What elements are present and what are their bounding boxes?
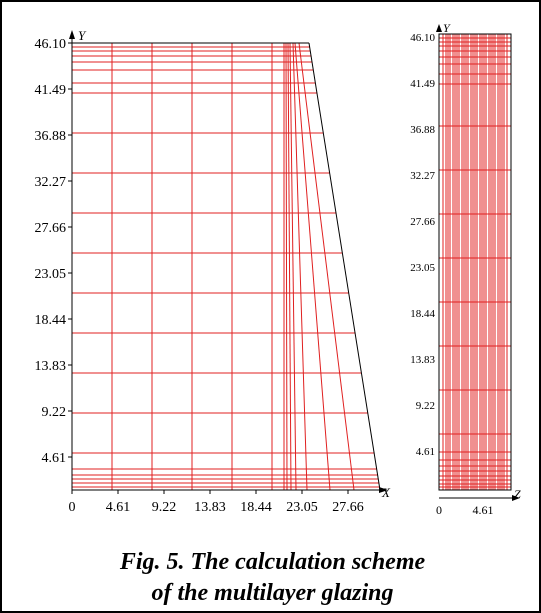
y-tick-label: 32.27 <box>35 175 67 190</box>
x-tick-label: 23.05 <box>286 500 318 515</box>
y-tick-label: 18.44 <box>35 313 67 328</box>
y-tick-label: 46.10 <box>410 32 435 44</box>
mesh-line <box>298 42 355 491</box>
left-x-ticks: 0 4.61 9.22 13.83 18.44 23.05 27.66 <box>69 490 364 515</box>
caption-line-2: of the multilayer glazing <box>151 580 394 606</box>
y-tick-label: 36.88 <box>410 124 435 136</box>
y-tick-label: 4.61 <box>42 451 67 466</box>
y-tick-label: 46.10 <box>35 37 67 52</box>
right-mesh <box>439 34 511 490</box>
y-tick-label: 18.44 <box>410 308 435 320</box>
y-tick-label: 9.22 <box>416 400 435 412</box>
left-y-axis-label: Y <box>78 28 87 43</box>
mesh-line <box>292 42 308 491</box>
right-y-arrow-icon <box>436 24 442 32</box>
y-tick-label: 41.49 <box>35 83 67 98</box>
left-x-arrow-icon <box>379 487 388 493</box>
y-tick-label: 27.66 <box>35 221 67 236</box>
y-tick-label: 9.22 <box>42 405 67 420</box>
y-tick-label: 32.27 <box>410 170 435 182</box>
mesh-line <box>285 42 288 491</box>
x-tick-label: 4.61 <box>106 500 131 515</box>
y-tick-label: 13.83 <box>35 359 67 374</box>
right-outline <box>438 33 512 491</box>
y-tick-label: 23.05 <box>35 267 67 282</box>
y-tick-label: 41.49 <box>410 78 435 90</box>
calculation-scheme: Y X 46.10 41.49 36.88 32.27 27.66 23.05 18.44 1… <box>35 21 522 517</box>
mesh-line <box>289 42 297 491</box>
right-z-arrow-icon <box>512 495 520 501</box>
right-z-axis-label: Z <box>514 487 521 501</box>
x-tick-label: 13.83 <box>194 500 226 515</box>
left-view: Y X 46.10 41.49 36.88 32.27 27.66 23.05 18.44 1… <box>35 28 392 515</box>
z-tick-label: 4.61 <box>473 503 494 517</box>
y-tick-label: 36.88 <box>35 129 67 144</box>
y-tick-label: 13.83 <box>410 354 435 366</box>
x-tick-label: 18.44 <box>240 500 272 515</box>
right-y-ticks: 46.10 41.49 36.88 32.27 27.66 23.05 18.44 13.83… <box>410 32 435 458</box>
x-tick-label: 0 <box>69 500 76 515</box>
x-tick-label: 9.22 <box>152 500 177 515</box>
left-mesh <box>72 42 380 491</box>
left-y-ticks: 46.10 41.49 36.88 32.27 27.66 23.05 18.44 13.83… <box>35 37 72 466</box>
y-tick-label: 4.61 <box>416 446 435 458</box>
y-tick-label: 27.66 <box>410 216 435 228</box>
left-x-axis-label: X <box>381 485 391 500</box>
figure-caption: Fig. 5. The calculation scheme of the mu… <box>2 547 541 609</box>
y-tick-label: 23.05 <box>410 262 435 274</box>
right-z-ticks: 0 4.61 <box>436 503 494 517</box>
mesh-line <box>294 42 331 491</box>
left-y-arrow-icon <box>69 30 75 39</box>
right-y-axis-label: Y <box>443 21 451 35</box>
right-view: Y Z 46.10 41.49 36.88 32.27 27.66 23.05 18.44 1… <box>410 21 521 517</box>
left-slanted-edge <box>308 42 381 491</box>
x-tick-label: 27.66 <box>332 500 364 515</box>
mesh-line <box>287 42 292 491</box>
caption-line-1: Fig. 5. The calculation scheme <box>119 549 426 575</box>
z-tick-label: 0 <box>436 503 442 517</box>
